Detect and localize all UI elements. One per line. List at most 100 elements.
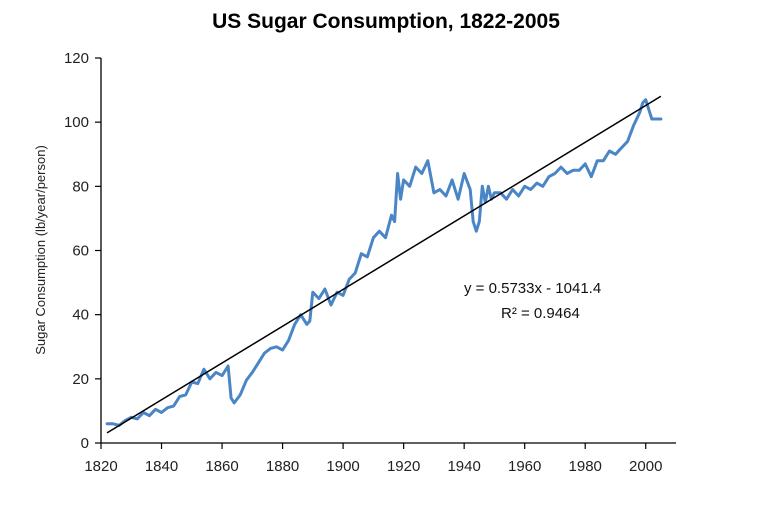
y-tick-label: 120	[64, 50, 89, 67]
trendline-equation: y = 0.5733x - 1041.4	[464, 280, 601, 297]
x-tick-label: 1960	[508, 458, 541, 475]
ticks	[95, 57, 647, 449]
data-point	[517, 195, 520, 197]
data-point	[318, 297, 320, 300]
axes	[100, 58, 676, 444]
x-tick-label: 1880	[266, 458, 299, 475]
data-point	[197, 382, 199, 385]
data-point	[245, 379, 248, 382]
data-point	[590, 175, 593, 178]
data-point	[433, 192, 435, 194]
data-point	[402, 179, 405, 181]
data-point	[511, 188, 514, 191]
x-tick-label: 2000	[629, 458, 662, 475]
data-point	[408, 185, 411, 188]
data-point	[529, 188, 532, 191]
data-point	[342, 294, 344, 297]
data-points	[106, 98, 662, 427]
data-point	[275, 346, 278, 348]
x-tick-label: 1900	[326, 458, 359, 475]
data-point	[148, 414, 151, 417]
data-point	[554, 172, 556, 175]
data-point	[481, 185, 484, 188]
tick-labels: 1820 1840 1860 1880 1900 1920 1940 1960 1980 2000…	[64, 50, 662, 475]
data-point	[309, 320, 311, 322]
data-point	[548, 175, 550, 178]
data-point	[257, 362, 260, 364]
data-point	[620, 147, 623, 149]
data-point	[614, 153, 617, 156]
data-point	[560, 166, 562, 168]
data-point	[523, 185, 526, 188]
data-point	[421, 172, 423, 175]
y-tick-label: 20	[72, 371, 89, 388]
data-point	[154, 408, 157, 411]
sugar-consumption-line	[105, 98, 663, 427]
data-point	[399, 198, 402, 200]
data-point	[641, 102, 644, 104]
data-point	[469, 188, 472, 191]
data-point	[584, 163, 586, 165]
data-point	[184, 394, 187, 396]
data-point	[427, 159, 429, 162]
y-tick-label: 60	[72, 243, 89, 260]
trendline	[106, 95, 662, 434]
data-point	[306, 323, 308, 326]
x-tick-label: 1860	[205, 458, 238, 475]
y-tick-label: 40	[72, 307, 89, 324]
data-point	[160, 411, 163, 414]
data-point	[542, 185, 544, 188]
data-point	[251, 371, 254, 374]
data-point	[293, 323, 296, 326]
data-point	[475, 230, 478, 232]
data-point	[287, 339, 290, 342]
data-point	[651, 118, 653, 120]
data-point	[215, 371, 217, 374]
y-tick-label: 80	[72, 178, 89, 195]
data-point	[281, 349, 284, 351]
data-point	[384, 236, 387, 239]
data-point	[366, 256, 369, 258]
data-point	[463, 172, 466, 175]
data-point	[324, 288, 326, 290]
data-point	[227, 365, 229, 367]
data-point	[390, 214, 393, 216]
data-point	[312, 291, 314, 294]
data-point	[269, 347, 272, 350]
y-axis-label: Sugar Consumption (lb/year/person)	[33, 145, 48, 355]
x-tick-label: 1920	[387, 458, 420, 475]
chart-title: US Sugar Consumption, 1822-2005	[212, 10, 560, 33]
y-tick-label: 100	[64, 114, 89, 131]
data-point	[378, 230, 381, 232]
data-point	[112, 423, 114, 425]
data-point	[487, 185, 490, 188]
data-point	[505, 198, 508, 200]
data-point	[136, 418, 139, 420]
data-point	[596, 159, 599, 162]
data-point	[660, 118, 662, 120]
data-point	[203, 368, 205, 371]
data-point	[106, 423, 108, 425]
data-point	[578, 169, 580, 172]
data-point	[221, 374, 223, 377]
data-point	[263, 352, 266, 355]
data-point	[372, 236, 375, 239]
data-point	[602, 159, 605, 162]
x-tick-label: 1840	[145, 458, 178, 475]
data-point	[451, 179, 453, 181]
x-tick-label: 1940	[447, 458, 480, 475]
data-point	[396, 172, 399, 175]
r-squared-value: R² = 0.9464	[501, 305, 580, 322]
data-point	[445, 195, 447, 197]
data-point	[414, 166, 417, 168]
data-point	[439, 188, 441, 191]
data-point	[572, 169, 574, 172]
x-tick-label: 1980	[569, 458, 602, 475]
data-point	[178, 395, 181, 398]
data-point	[239, 394, 241, 396]
data-point	[348, 278, 351, 281]
data-point	[233, 402, 235, 404]
data-point	[644, 98, 647, 101]
data-point	[566, 172, 568, 175]
